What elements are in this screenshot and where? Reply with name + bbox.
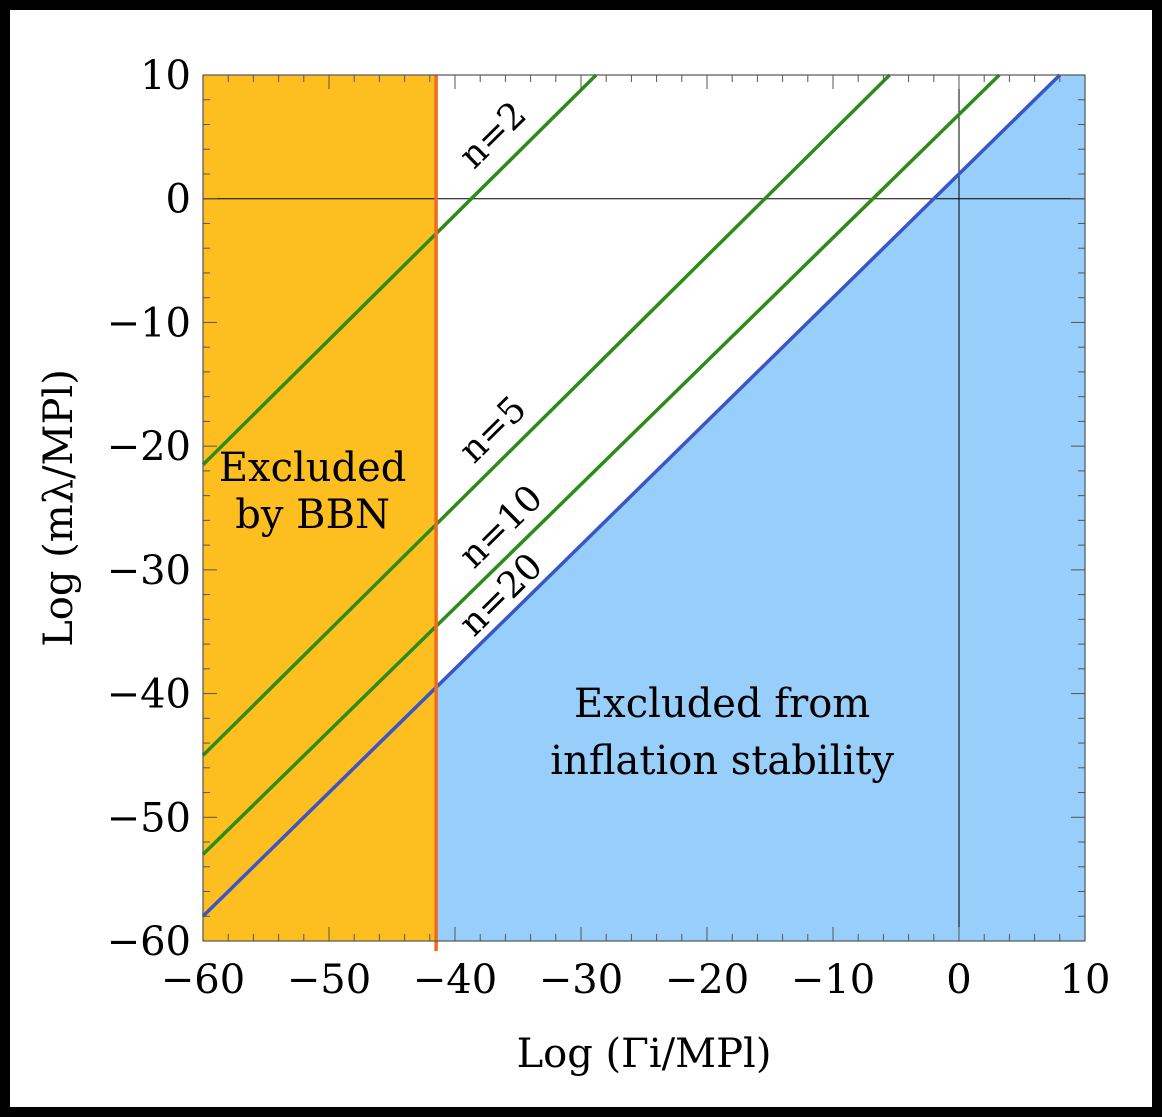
x-axis-label: Log (Γi/MPl) <box>517 1031 772 1077</box>
x-tick-label: 10 <box>1060 957 1111 1003</box>
region-inflation-label-line1: Excluded from <box>574 681 870 727</box>
region-bbn-label-line1: Excluded <box>219 445 407 491</box>
series-line-n=5 <box>201 73 891 757</box>
y-tick-label: −40 <box>107 672 191 718</box>
y-tick-label: 10 <box>140 53 191 99</box>
chart-frame: −60 −50 −40 −30 −20 −10 0 10 −60 −50 −40 −30 −20 −10 0… <box>10 10 1152 1107</box>
plot-frame <box>202 74 1086 942</box>
y-axis-label: Log (mλ/MPl) <box>36 369 82 647</box>
x-tick-label: −30 <box>539 957 623 1003</box>
y-tick-label: −50 <box>107 795 191 841</box>
series-line-n=10 <box>201 73 1001 856</box>
curve-label-n=5: n=5 <box>451 388 534 471</box>
y-tick-label: 0 <box>166 177 191 223</box>
y-tick-label: −20 <box>107 424 191 470</box>
curve-label-n=2: n=2 <box>451 94 534 177</box>
series-line-n=2 <box>201 73 598 466</box>
x-tick-label: −60 <box>161 957 245 1003</box>
region-bbn-label-line2: by BBN <box>235 492 390 538</box>
series-line-n=20 <box>201 73 1062 918</box>
y-tick-label: −60 <box>107 919 191 965</box>
x-tick-label: −50 <box>287 957 371 1003</box>
region-bbn <box>203 75 437 941</box>
x-tick-label: −40 <box>413 957 497 1003</box>
x-tick-label: 0 <box>946 957 971 1003</box>
chart-svg: −60 −50 −40 −30 −20 −10 0 10 −60 −50 −40 −30 −20 −10 0… <box>36 53 1111 1077</box>
y-tick-label: −10 <box>107 300 191 346</box>
region-inflation-label-line2: inflation stability <box>550 738 894 784</box>
x-tick-label: −20 <box>665 957 749 1003</box>
y-tick-label: −30 <box>107 548 191 594</box>
x-tick-label: −10 <box>791 957 875 1003</box>
